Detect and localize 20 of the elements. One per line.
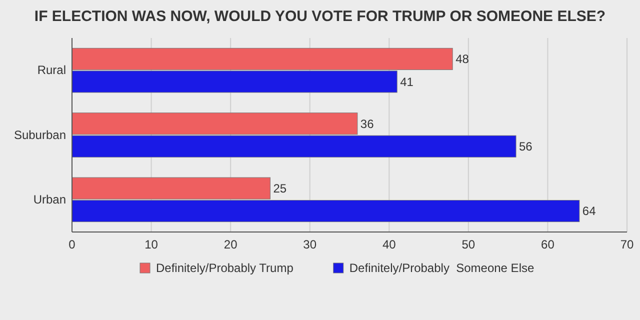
- x-tick-label: 40: [382, 238, 396, 252]
- x-tick-label: 30: [303, 238, 317, 252]
- x-tick-label: 20: [224, 238, 238, 252]
- data-label: 48: [456, 52, 470, 66]
- x-tick-label: 60: [541, 238, 555, 252]
- data-label: 56: [519, 140, 533, 154]
- legend-label: Definitely/Probably Someone Else: [349, 261, 534, 276]
- data-label: 36: [360, 116, 374, 131]
- chart-title: IF ELECTION WAS NOW, WOULD YOU VOTE FOR TRUMP OR SOMEONE ELSE?: [34, 8, 606, 25]
- data-label: 41: [400, 74, 414, 89]
- y-tick-label: Urban: [33, 192, 66, 207]
- data-label: 64: [582, 204, 596, 218]
- x-tick-label: 70: [620, 238, 634, 252]
- y-tick-label: Suburban: [14, 128, 66, 142]
- data-label: 25: [273, 182, 287, 196]
- x-tick-label: 50: [462, 238, 476, 252]
- x-tick-label: 0: [68, 238, 76, 252]
- legend-label: Definitely/Probably Trump: [156, 261, 294, 276]
- x-tick-label: 10: [144, 238, 158, 252]
- y-tick-label: Rural: [37, 63, 66, 78]
